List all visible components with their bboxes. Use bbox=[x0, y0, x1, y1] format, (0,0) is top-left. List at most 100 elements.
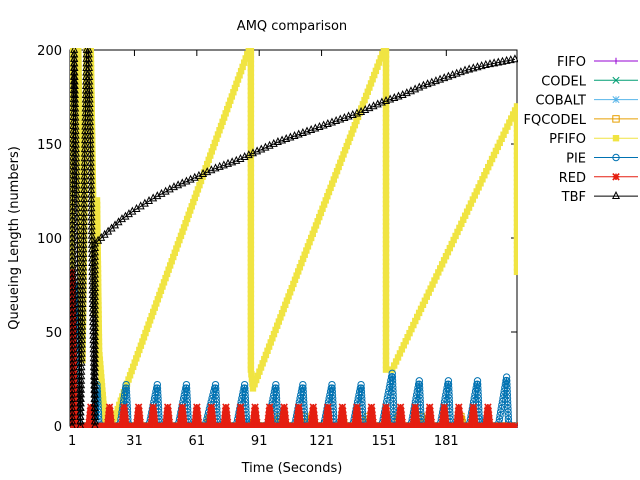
point-pfifo bbox=[98, 382, 106, 390]
point-tbf bbox=[90, 416, 99, 425]
point-pfifo bbox=[364, 88, 371, 95]
point-pfifo bbox=[328, 180, 336, 187]
point-pfifo bbox=[513, 201, 518, 208]
point-pfifo bbox=[415, 309, 423, 317]
point-pfifo bbox=[320, 201, 328, 208]
point-red bbox=[329, 422, 338, 428]
point-tbf bbox=[90, 269, 99, 278]
point-tbf bbox=[87, 239, 96, 248]
point-tbf bbox=[121, 211, 130, 220]
point-tbf bbox=[76, 407, 85, 416]
point-pfifo bbox=[382, 178, 390, 185]
point-pie bbox=[474, 384, 482, 392]
point-red bbox=[280, 403, 288, 411]
point-tbf bbox=[90, 336, 99, 345]
point-tbf bbox=[70, 371, 77, 380]
legend-marker bbox=[612, 115, 620, 123]
point-pfifo bbox=[75, 100, 83, 108]
point-tbf bbox=[77, 362, 86, 371]
point-pfifo bbox=[227, 97, 234, 104]
point-pfifo bbox=[382, 267, 390, 274]
point-pfifo bbox=[234, 76, 242, 83]
point-red bbox=[208, 410, 216, 419]
point-tbf bbox=[79, 198, 88, 207]
point-pie bbox=[504, 408, 512, 416]
point-pfifo bbox=[382, 231, 390, 239]
point-red bbox=[129, 422, 137, 428]
point-red bbox=[493, 422, 501, 428]
point-pfifo bbox=[95, 302, 102, 309]
point-pfifo bbox=[382, 316, 390, 324]
point-tbf bbox=[70, 317, 77, 326]
point-pfifo bbox=[77, 235, 85, 243]
point-pfifo bbox=[70, 248, 76, 255]
point-pfifo bbox=[286, 289, 294, 296]
point-pfifo bbox=[81, 217, 88, 225]
point-tbf bbox=[90, 256, 99, 265]
point-pfifo bbox=[94, 210, 101, 218]
point-tbf bbox=[78, 271, 87, 280]
point-red bbox=[325, 414, 333, 423]
point-pfifo bbox=[166, 262, 174, 269]
point-pfifo bbox=[247, 335, 255, 342]
point-red bbox=[118, 422, 126, 428]
point-tbf bbox=[90, 349, 99, 358]
point-tbf bbox=[85, 99, 94, 108]
point-pie bbox=[153, 380, 162, 389]
point-pfifo bbox=[180, 224, 188, 231]
point-pfifo bbox=[76, 114, 83, 121]
legend-marker bbox=[612, 135, 620, 142]
point-pfifo bbox=[81, 204, 88, 211]
point-pfifo bbox=[93, 206, 101, 213]
point-tbf bbox=[88, 262, 97, 271]
point-pfifo bbox=[80, 244, 88, 252]
point-tbf bbox=[70, 246, 77, 255]
point-tbf bbox=[71, 139, 80, 148]
point-pfifo bbox=[406, 329, 413, 337]
legend-label: TBF bbox=[561, 190, 586, 205]
point-pfifo bbox=[333, 167, 341, 175]
point-pie bbox=[299, 384, 307, 392]
point-pfifo bbox=[251, 381, 258, 388]
point-pfifo bbox=[133, 355, 140, 362]
point-pfifo bbox=[275, 318, 283, 325]
point-pfifo bbox=[444, 248, 452, 256]
point-tbf bbox=[85, 112, 94, 121]
point-tbf bbox=[78, 308, 87, 317]
point-pfifo bbox=[76, 123, 83, 130]
point-pfifo bbox=[81, 199, 88, 207]
point-pfifo bbox=[257, 364, 265, 371]
point-red bbox=[237, 407, 245, 415]
point-red bbox=[355, 422, 363, 428]
point-red bbox=[504, 422, 512, 428]
point-pie bbox=[503, 394, 512, 402]
point-tbf bbox=[73, 285, 83, 294]
point-red bbox=[274, 422, 283, 428]
point-tbf bbox=[73, 216, 82, 225]
point-pfifo bbox=[513, 197, 518, 204]
point-pfifo bbox=[513, 223, 518, 231]
point-pfifo bbox=[247, 326, 255, 333]
point-red bbox=[249, 422, 257, 428]
point-pfifo bbox=[191, 194, 199, 202]
point-tbf bbox=[86, 144, 95, 153]
point-red bbox=[431, 422, 439, 428]
point-pfifo bbox=[82, 150, 89, 157]
point-tbf bbox=[78, 294, 87, 303]
point-red bbox=[427, 414, 435, 423]
point-pfifo bbox=[76, 172, 84, 180]
point-red bbox=[442, 422, 451, 428]
point-pfifo bbox=[162, 274, 169, 282]
point-tbf bbox=[90, 340, 99, 349]
point-pfifo bbox=[371, 71, 378, 79]
point-tbf bbox=[73, 226, 82, 235]
point-pfifo bbox=[95, 315, 102, 323]
point-pfifo bbox=[513, 210, 518, 217]
point-pfifo bbox=[382, 352, 390, 360]
point-pfifo bbox=[382, 276, 390, 283]
point-tbf bbox=[71, 135, 80, 144]
point-pfifo bbox=[70, 48, 76, 54]
point-pfifo bbox=[240, 59, 248, 66]
point-red bbox=[236, 403, 245, 411]
point-pfifo bbox=[247, 96, 255, 104]
